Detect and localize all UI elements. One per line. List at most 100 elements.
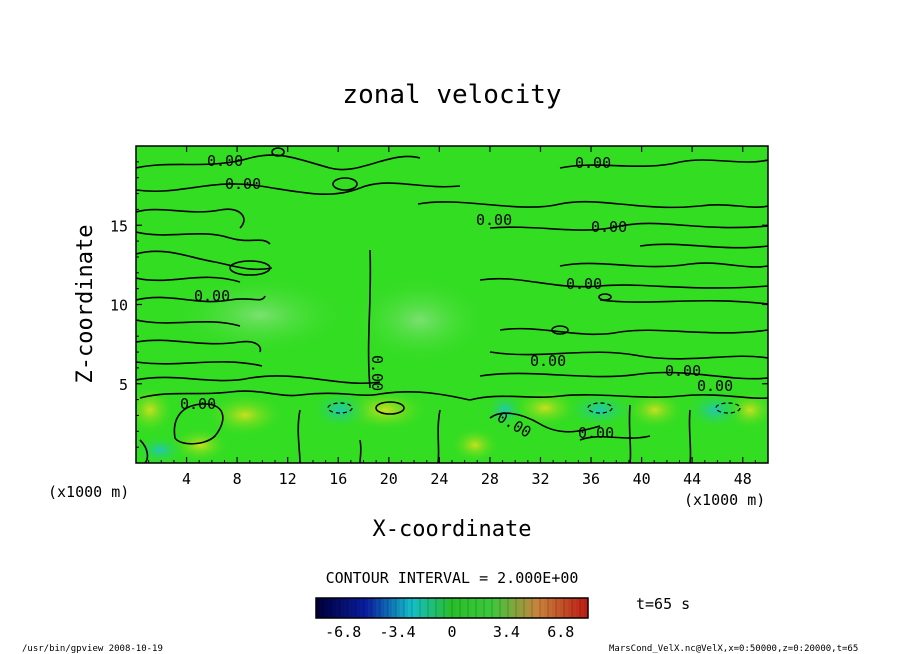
colorbar-segment [376, 598, 381, 618]
colorbar-segment [444, 598, 449, 618]
contour-interval-label: CONTOUR INTERVAL = 2.000E+00 [326, 569, 579, 587]
colorbar-segment [416, 598, 421, 618]
colorbar-segment [344, 598, 349, 618]
colorbar-tick-label: -3.4 [380, 623, 416, 641]
footer-right: MarsCond_VelX.nc@VelX,x=0:50000,z=0:2000… [609, 644, 858, 654]
colorbar-segment [384, 598, 389, 618]
x-tick-label: 28 [481, 470, 499, 488]
field-shading [136, 275, 768, 463]
contour-label: 0.00 [476, 211, 512, 229]
colorbar-segment [396, 598, 401, 618]
colorbar-segment [392, 598, 397, 618]
x-tick-label: 12 [279, 470, 297, 488]
x-tick-label: 24 [430, 470, 448, 488]
colorbar-segment [548, 598, 553, 618]
contour-line [139, 439, 149, 463]
x-unit-left: (x1000 m) [48, 483, 129, 501]
colorbar-segment [400, 598, 405, 618]
contour-line [297, 409, 301, 463]
y-axis-ticks: 5 10 15 [110, 161, 768, 448]
colorbar-segment [388, 598, 393, 618]
negative-contours [327, 402, 741, 414]
colorbar-segment [524, 598, 529, 618]
colorbar-segment [552, 598, 557, 618]
contour-line [489, 222, 768, 231]
plot-area: 0.00 0.00 0.00 0.00 0.00 0.00 0.00 0.00 … [136, 146, 768, 463]
y-axis-label: Z-coordinate [73, 225, 98, 384]
colorbar-segment [372, 598, 377, 618]
colorbar-segment [432, 598, 437, 618]
colorbar-segment [436, 598, 441, 618]
colorbar-segment [468, 598, 473, 618]
x-tick-label: 40 [633, 470, 651, 488]
colorbar-segment [584, 598, 589, 618]
contour-line [417, 200, 768, 209]
contour-label: 0.00 [530, 352, 566, 370]
colorbar-segment [316, 598, 321, 618]
contour-line [559, 159, 768, 169]
x-axis-label: X-coordinate [373, 517, 532, 542]
footer-left: /usr/bin/gpview 2008-10-19 [22, 644, 163, 654]
colorbar-segment [420, 598, 425, 618]
contour-line [367, 249, 372, 389]
contour-line [375, 401, 405, 415]
contour-line [271, 147, 285, 157]
contour-line [332, 177, 358, 191]
chart-title: zonal velocity [342, 80, 561, 110]
contour-line [437, 409, 441, 463]
colorbar-segment [424, 598, 429, 618]
colorbar-segment [568, 598, 573, 618]
contour-label: 0.00 [697, 377, 733, 395]
x-axis-ticks: 4 8 12 16 20 24 28 32 36 40 44 48 [148, 146, 756, 488]
colorbar-segment [352, 598, 357, 618]
colorbar-segment [360, 598, 365, 618]
colorbar-segment [492, 598, 497, 618]
y-tick-label: 5 [119, 376, 128, 394]
contour-line [551, 325, 569, 335]
x-tick-label: 8 [233, 470, 242, 488]
colorbar-ticks: -6.8 -3.4 0 3.4 6.8 [325, 623, 574, 641]
x-tick-label: 32 [531, 470, 549, 488]
colorbar-segment [544, 598, 549, 618]
field-blob [136, 435, 185, 463]
colorbar-segment [324, 598, 329, 618]
colorbar-segment [556, 598, 561, 618]
colorbar-segment [536, 598, 541, 618]
y-tick-label: 10 [110, 297, 128, 315]
field-blob [565, 392, 635, 428]
colorbar-frame [315, 597, 589, 619]
contour-line [559, 262, 768, 268]
contour-line [599, 299, 768, 305]
colorbar-segment [520, 598, 525, 618]
colorbar-segment [348, 598, 353, 618]
contour-line [628, 404, 632, 463]
colorbar-segment [564, 598, 569, 618]
colorbar-segment [320, 598, 325, 618]
contour-line [479, 277, 768, 289]
contour-label: 0.00 [225, 175, 261, 193]
colorbar-segment [580, 598, 585, 618]
field-blob [625, 390, 685, 430]
x-tick-label: 16 [329, 470, 347, 488]
negative-contour [715, 402, 741, 414]
contour-line [479, 371, 768, 380]
contour-label: 0.00 [575, 154, 611, 172]
contour-label: 0.00 [207, 152, 243, 170]
colorbar-segment [516, 598, 521, 618]
time-label: t=65 s [636, 595, 690, 613]
contour-line [136, 319, 241, 327]
colorbar-segment [460, 598, 465, 618]
contour-line [469, 394, 768, 401]
contour-line [136, 295, 266, 303]
x-tick-label: 36 [582, 470, 600, 488]
colorbar-segment [408, 598, 413, 618]
colorbar-segment [332, 598, 337, 618]
colorbar-segment [428, 598, 433, 618]
field-blob [170, 275, 350, 355]
contour-label: 0.00 [368, 355, 386, 391]
colorbar-tick-label: 6.8 [547, 623, 574, 641]
contour-line [136, 231, 271, 245]
x-unit-right: (x1000 m) [684, 491, 765, 509]
field-blob [485, 392, 525, 428]
